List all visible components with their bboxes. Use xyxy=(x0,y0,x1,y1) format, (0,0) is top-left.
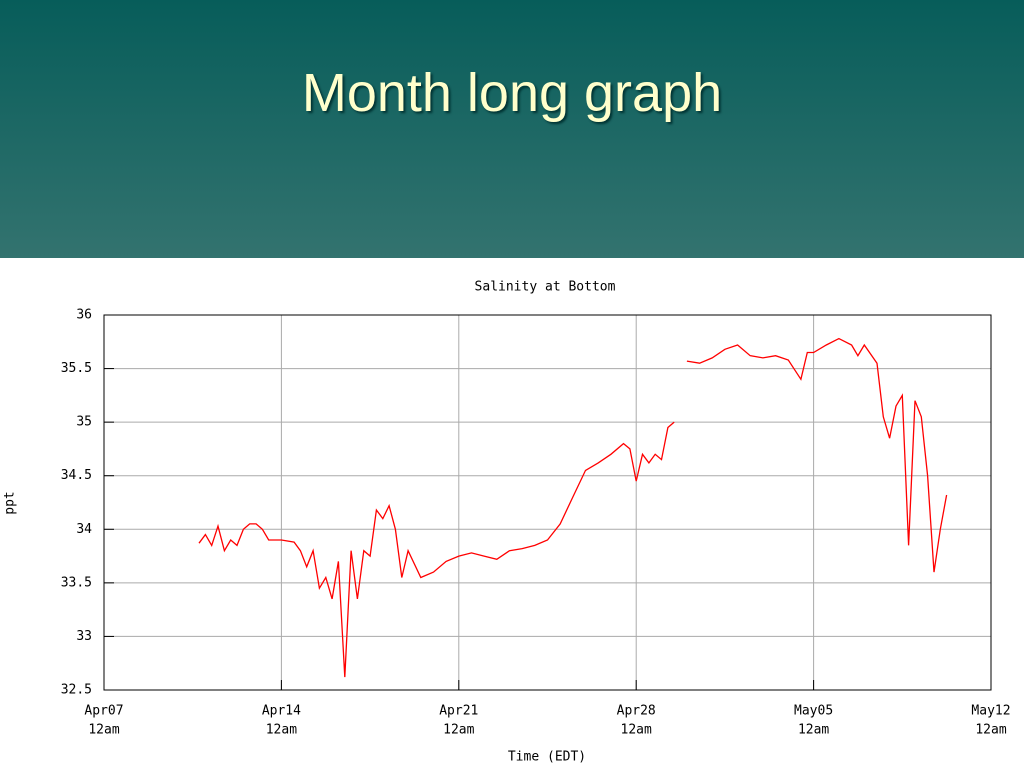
x-tick-label: 12am xyxy=(88,723,119,738)
x-axis-label: Time (EDT) xyxy=(508,750,586,765)
x-tick-label: 12am xyxy=(266,723,297,738)
slide-title: Month long graph xyxy=(301,63,723,123)
y-tick-label: 32.5 xyxy=(61,683,92,698)
x-tick-label: 12am xyxy=(621,723,652,738)
x-tick-label: May12 xyxy=(971,704,1010,719)
plot-frame xyxy=(103,314,992,691)
y-tick-label: 35 xyxy=(76,415,92,430)
x-tick-label: 12am xyxy=(798,723,829,738)
x-tick-label: Apr28 xyxy=(617,704,656,719)
x-tick-label: 12am xyxy=(975,723,1006,738)
slide-header: Month long graph xyxy=(0,0,1024,258)
y-axis-label: ppt xyxy=(3,491,18,514)
x-tick-label: Apr14 xyxy=(262,704,301,719)
y-tick-label: 33.5 xyxy=(61,575,92,590)
chart-title: Salinity at Bottom xyxy=(475,280,616,295)
y-tick-label: 36 xyxy=(76,308,92,323)
data-line xyxy=(198,337,948,678)
x-tick-label: 12am xyxy=(443,723,474,738)
x-tick-label: Apr07 xyxy=(84,704,123,719)
y-tick-label: 34 xyxy=(76,522,92,537)
y-tick-label: 34.5 xyxy=(61,468,92,483)
chart: Salinity at Bottom Time (EDT) ppt 32.5 33… xyxy=(3,280,1011,765)
x-tick-label: May05 xyxy=(794,704,833,719)
y-tick-label: 33 xyxy=(76,629,92,644)
x-tick-label: Apr21 xyxy=(439,704,478,719)
y-tick-label: 35.5 xyxy=(61,361,92,376)
